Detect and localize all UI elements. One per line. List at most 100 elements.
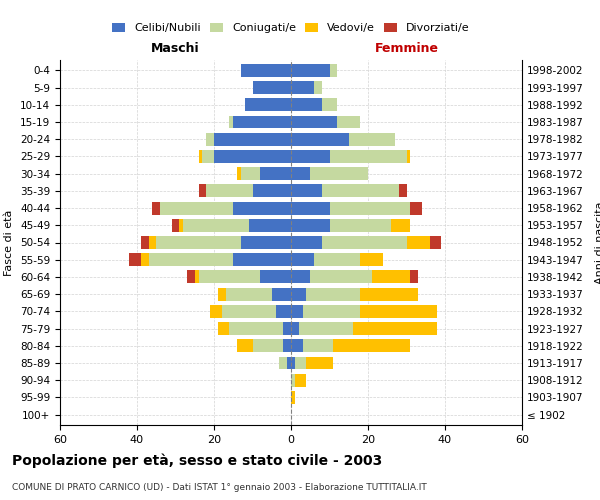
Bar <box>360 254 383 266</box>
Bar <box>291 236 322 249</box>
Bar <box>407 236 430 249</box>
Bar <box>237 340 253 352</box>
Bar <box>187 270 195 283</box>
Bar <box>291 270 310 283</box>
Bar <box>260 167 291 180</box>
Bar <box>275 305 291 318</box>
Bar <box>295 374 307 386</box>
Bar <box>233 116 291 128</box>
Bar <box>199 150 202 163</box>
Bar <box>202 150 214 163</box>
Bar <box>141 236 149 249</box>
Bar <box>302 340 334 352</box>
Bar <box>291 64 329 77</box>
Bar <box>314 254 360 266</box>
Bar <box>410 202 422 214</box>
Bar <box>334 340 410 352</box>
Bar <box>214 150 291 163</box>
Bar <box>329 64 337 77</box>
Bar <box>291 81 314 94</box>
Bar <box>372 270 410 283</box>
Bar <box>291 322 299 335</box>
Bar <box>291 391 295 404</box>
Bar <box>172 219 179 232</box>
Bar <box>283 322 291 335</box>
Bar <box>307 356 334 370</box>
Bar <box>248 219 291 232</box>
Bar <box>280 356 287 370</box>
Bar <box>291 219 329 232</box>
Bar <box>291 184 322 198</box>
Bar <box>253 81 291 94</box>
Bar <box>291 150 329 163</box>
Bar <box>229 116 233 128</box>
Bar <box>206 184 253 198</box>
Bar <box>360 305 437 318</box>
Bar <box>291 356 295 370</box>
Bar <box>322 98 337 111</box>
Bar <box>210 305 222 318</box>
Bar <box>329 150 407 163</box>
Bar <box>141 254 149 266</box>
Bar <box>199 270 260 283</box>
Bar <box>291 167 310 180</box>
Bar <box>245 98 291 111</box>
Bar <box>302 305 360 318</box>
Bar <box>241 167 260 180</box>
Bar <box>407 150 410 163</box>
Text: COMUNE DI PRATO CARNICO (UD) - Dati ISTAT 1° gennaio 2003 - Elaborazione TUTTITA: COMUNE DI PRATO CARNICO (UD) - Dati ISTA… <box>12 483 427 492</box>
Bar <box>291 98 322 111</box>
Bar <box>329 202 410 214</box>
Bar <box>229 322 283 335</box>
Bar <box>349 132 395 145</box>
Bar <box>307 288 360 300</box>
Bar <box>287 356 291 370</box>
Bar <box>152 202 160 214</box>
Bar <box>214 132 291 145</box>
Text: Maschi: Maschi <box>151 42 200 55</box>
Bar <box>218 322 229 335</box>
Bar <box>322 236 407 249</box>
Bar <box>295 356 307 370</box>
Bar <box>160 202 233 214</box>
Bar <box>329 219 391 232</box>
Bar <box>241 236 291 249</box>
Bar <box>337 116 360 128</box>
Bar <box>199 184 206 198</box>
Text: Popolazione per età, sesso e stato civile - 2003: Popolazione per età, sesso e stato civil… <box>12 454 382 468</box>
Bar <box>272 288 291 300</box>
Bar <box>291 116 337 128</box>
Bar <box>283 340 291 352</box>
Bar <box>260 270 291 283</box>
Bar <box>183 219 248 232</box>
Bar <box>314 81 322 94</box>
Bar <box>410 270 418 283</box>
Bar <box>291 288 307 300</box>
Text: Femmine: Femmine <box>374 42 439 55</box>
Bar <box>253 184 291 198</box>
Bar <box>291 340 302 352</box>
Bar <box>179 219 183 232</box>
Bar <box>310 270 372 283</box>
Bar <box>130 254 141 266</box>
Bar <box>233 202 291 214</box>
Bar <box>322 184 399 198</box>
Bar <box>241 64 291 77</box>
Bar <box>237 167 241 180</box>
Bar <box>391 219 410 232</box>
Bar <box>149 254 233 266</box>
Legend: Celibi/Nubili, Coniugati/e, Vedovi/e, Divorziati/e: Celibi/Nubili, Coniugati/e, Vedovi/e, Di… <box>108 18 474 38</box>
Bar <box>353 322 437 335</box>
Bar <box>399 184 407 198</box>
Bar <box>291 132 349 145</box>
Bar <box>195 270 199 283</box>
Bar <box>233 254 291 266</box>
Bar <box>430 236 441 249</box>
Bar <box>291 202 329 214</box>
Bar <box>206 132 214 145</box>
Bar <box>360 288 418 300</box>
Bar <box>291 374 295 386</box>
Bar <box>156 236 241 249</box>
Bar <box>226 288 272 300</box>
Bar <box>222 305 275 318</box>
